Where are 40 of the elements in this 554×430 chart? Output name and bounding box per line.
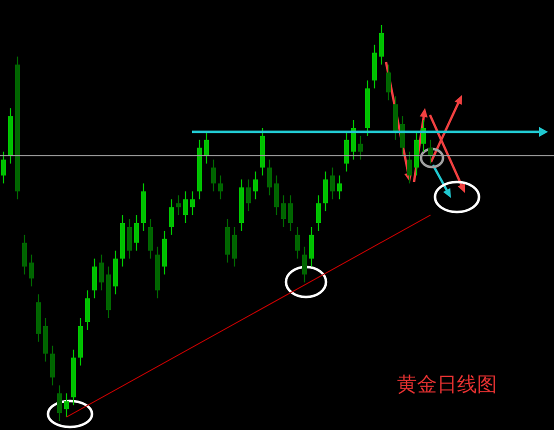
candlestick	[211, 159, 216, 192]
candlestick	[358, 135, 363, 160]
candlestick	[183, 190, 188, 224]
candlestick	[148, 218, 153, 260]
candlestick	[29, 254, 34, 287]
candlestick	[337, 174, 342, 200]
candlestick	[204, 131, 209, 164]
candlestick	[316, 194, 321, 232]
candlestick	[134, 214, 139, 252]
candlestick	[85, 290, 90, 331]
candlestick	[400, 115, 405, 156]
candlestick	[302, 246, 307, 283]
candlestick	[253, 170, 258, 200]
candlestick	[309, 226, 314, 268]
candlestick	[323, 170, 328, 212]
candlestick	[386, 64, 391, 101]
candlestick	[64, 392, 69, 418]
candlestick	[232, 226, 237, 268]
candlestick	[288, 194, 293, 232]
candlestick	[57, 384, 62, 421]
candlestick	[218, 174, 223, 200]
candlestick	[295, 226, 300, 260]
candlestick	[344, 131, 349, 172]
candlestick	[1, 151, 6, 184]
candlestick	[190, 190, 195, 216]
candlestick	[407, 151, 412, 184]
candlestick	[274, 174, 279, 216]
candlestick	[22, 234, 27, 276]
candlestick	[176, 194, 181, 216]
candlestick	[99, 254, 104, 291]
candlestick	[281, 194, 286, 228]
candlestick	[267, 159, 272, 196]
candlestick	[246, 178, 251, 212]
candlestick	[330, 166, 335, 200]
candlestick	[92, 258, 97, 299]
annotation: 黄金日线图	[397, 371, 497, 398]
candlestick	[169, 198, 174, 236]
candlestick	[50, 345, 55, 386]
candlestick	[127, 218, 132, 260]
candlestick	[379, 25, 384, 66]
